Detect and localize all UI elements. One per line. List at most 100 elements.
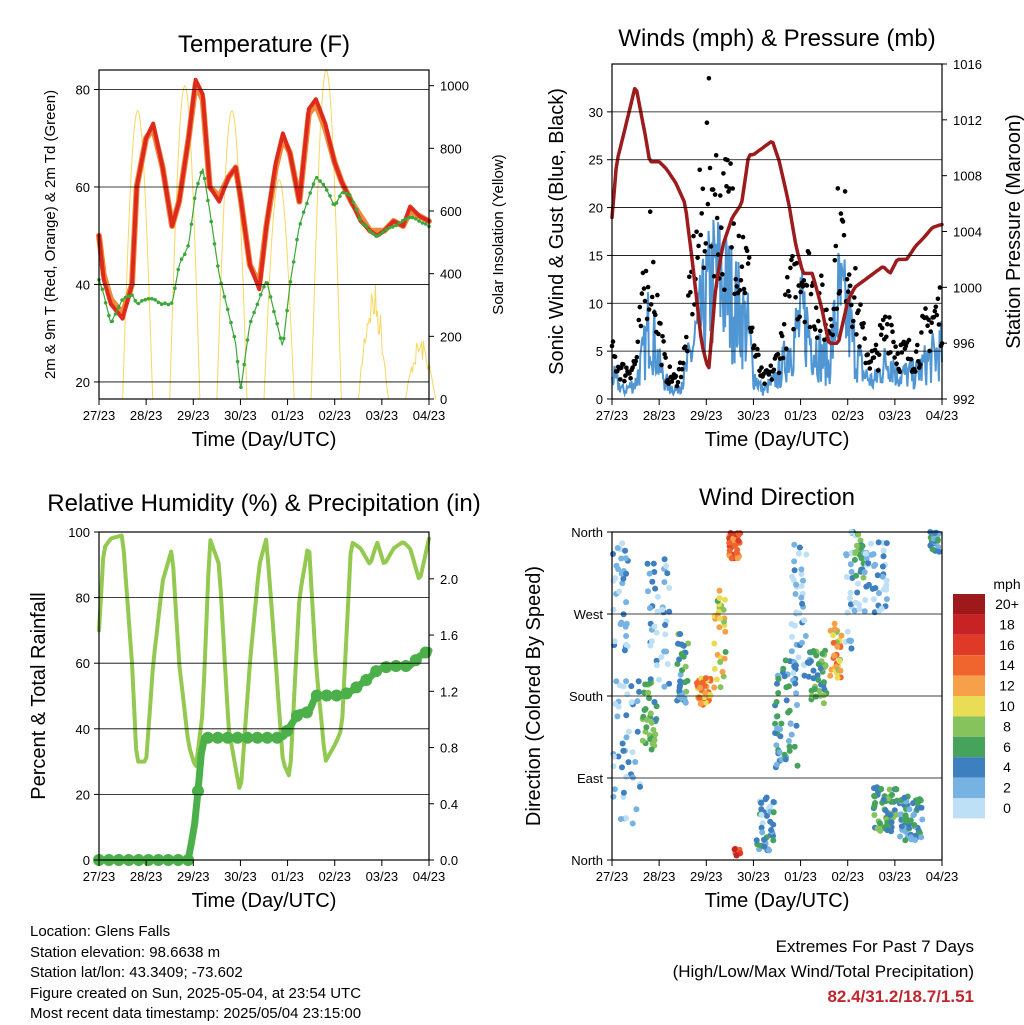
direction-point	[788, 731, 795, 738]
dewpoint-point	[410, 215, 415, 220]
gust-point	[884, 334, 889, 340]
gust-point	[919, 330, 924, 335]
gust-point	[655, 292, 660, 298]
gust-point	[857, 344, 862, 349]
y-right-tick-label: 996	[953, 336, 975, 351]
direction-point	[632, 759, 639, 765]
gust-point	[718, 193, 723, 198]
dewpoint-point	[146, 297, 151, 301]
y-right-tick-label: 2.0	[440, 572, 458, 587]
gust-point	[894, 361, 899, 367]
direction-point	[619, 740, 626, 747]
direction-point	[623, 633, 630, 639]
x-tick-label: 30/23	[224, 869, 257, 884]
direction-point	[790, 670, 797, 676]
gust-point	[687, 274, 692, 280]
gust-point	[651, 259, 656, 265]
direction-point	[844, 609, 851, 616]
gust-point	[937, 285, 943, 290]
direction-point	[646, 570, 653, 577]
direction-point	[848, 645, 855, 652]
direction-point	[663, 648, 670, 655]
gust-point	[759, 365, 764, 370]
dewpoint-point	[176, 267, 180, 272]
direction-point	[767, 818, 774, 825]
chart-title: Temperature (F)	[178, 31, 350, 58]
direction-point	[855, 531, 862, 538]
direction-point	[676, 693, 683, 700]
direction-point	[863, 555, 870, 562]
direction-point	[781, 751, 788, 758]
direction-point	[763, 794, 770, 801]
direction-point	[813, 652, 820, 659]
gust-point	[630, 365, 635, 370]
direction-point	[887, 812, 894, 818]
direction-point	[679, 667, 685, 674]
dewpoint-point	[179, 257, 184, 262]
direction-point	[903, 818, 910, 824]
gust-point	[713, 153, 719, 158]
direction-point	[793, 690, 800, 697]
direction-point	[721, 596, 728, 603]
direction-point	[611, 638, 618, 645]
gust-point	[633, 358, 638, 364]
speed-legend-label: 10	[999, 698, 1015, 714]
direction-point	[666, 585, 673, 591]
gust-point	[694, 229, 699, 235]
gust-point	[752, 343, 757, 348]
direction-point	[875, 539, 882, 546]
direction-point	[857, 537, 864, 544]
gust-point	[641, 286, 647, 291]
direction-point	[816, 687, 823, 694]
gust-point	[647, 209, 653, 214]
gust-point	[929, 320, 934, 326]
dewpoint-point	[159, 302, 164, 307]
direction-point	[822, 663, 829, 669]
rainfall-point	[350, 681, 363, 694]
gust-point	[798, 289, 803, 295]
y-right-tick-label: 1016	[953, 57, 982, 72]
direction-point	[883, 577, 890, 584]
gust-point	[707, 165, 713, 171]
direction-point	[768, 827, 775, 833]
gust-point	[879, 325, 885, 331]
direction-point	[652, 585, 659, 592]
direction-point	[645, 588, 651, 595]
direction-point	[918, 834, 925, 841]
direction-point	[761, 843, 768, 850]
direction-point	[786, 743, 793, 750]
gust-point	[791, 326, 796, 332]
direction-point	[843, 552, 850, 559]
info-location: Location: Glens Falls	[30, 923, 171, 940]
direction-point	[879, 573, 886, 580]
direction-point	[653, 657, 660, 664]
direction-point	[733, 549, 740, 556]
gust-point	[878, 332, 884, 338]
y-right-tick-label: 1000	[953, 280, 982, 295]
y-right-tick-label: 0.4	[440, 797, 458, 812]
direction-point	[731, 846, 738, 853]
gust-point	[720, 272, 725, 277]
direction-point	[623, 734, 630, 741]
x-tick-label: 04/23	[413, 869, 446, 884]
gust-point	[783, 292, 788, 298]
rainfall-point	[320, 689, 333, 702]
gust-point	[928, 329, 933, 334]
gust-point	[739, 264, 745, 270]
dewpoint-point	[423, 222, 428, 226]
gust-point	[850, 324, 855, 330]
direction-point	[782, 756, 789, 763]
dewpoint-point	[212, 242, 217, 246]
gust-point	[719, 225, 724, 230]
direction-point	[854, 589, 861, 596]
y-axis-label: Direction (Colored By Speed)	[523, 566, 545, 826]
direction-point	[800, 577, 806, 584]
direction-point	[865, 560, 872, 567]
direction-point	[886, 786, 893, 793]
gust-point	[639, 291, 645, 296]
gust-point	[637, 304, 643, 310]
gust-point	[918, 362, 923, 367]
direction-point	[618, 555, 625, 562]
direction-point	[625, 759, 632, 766]
speed-legend-swatch	[953, 655, 985, 676]
